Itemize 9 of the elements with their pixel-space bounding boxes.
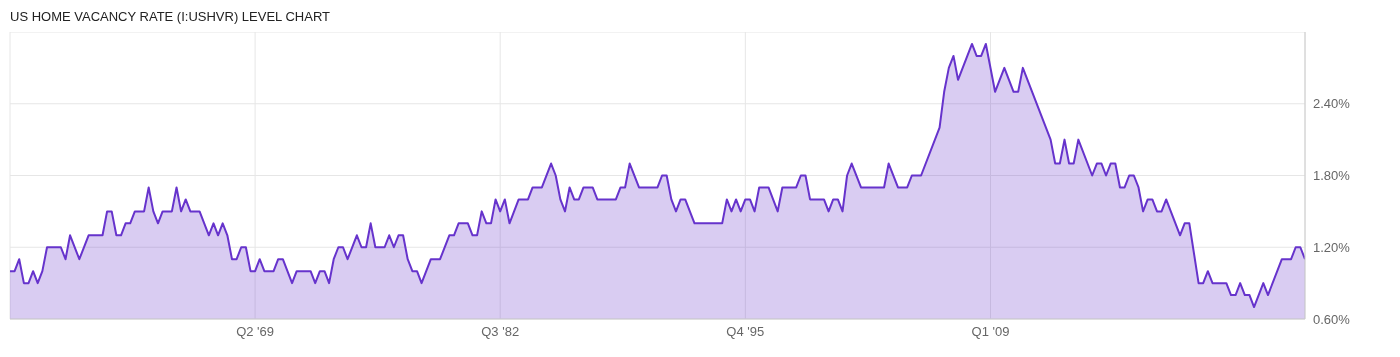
x-tick-label: Q2 '69 — [236, 324, 275, 340]
x-tick-label: Q3 '82 — [481, 324, 520, 340]
y-tick-label: 2.40% — [1313, 96, 1351, 112]
y-tick-label: 1.20% — [1313, 239, 1351, 255]
x-tick-label: Q4 '95 — [726, 324, 765, 340]
y-tick-label: 1.80% — [1313, 168, 1351, 184]
chart-title: US HOME VACANCY RATE (I:USHVR) LEVEL CHART — [9, 8, 331, 26]
y-tick-label: 0.60% — [1313, 311, 1351, 327]
x-tick-label: Q1 '09 — [971, 324, 1010, 340]
